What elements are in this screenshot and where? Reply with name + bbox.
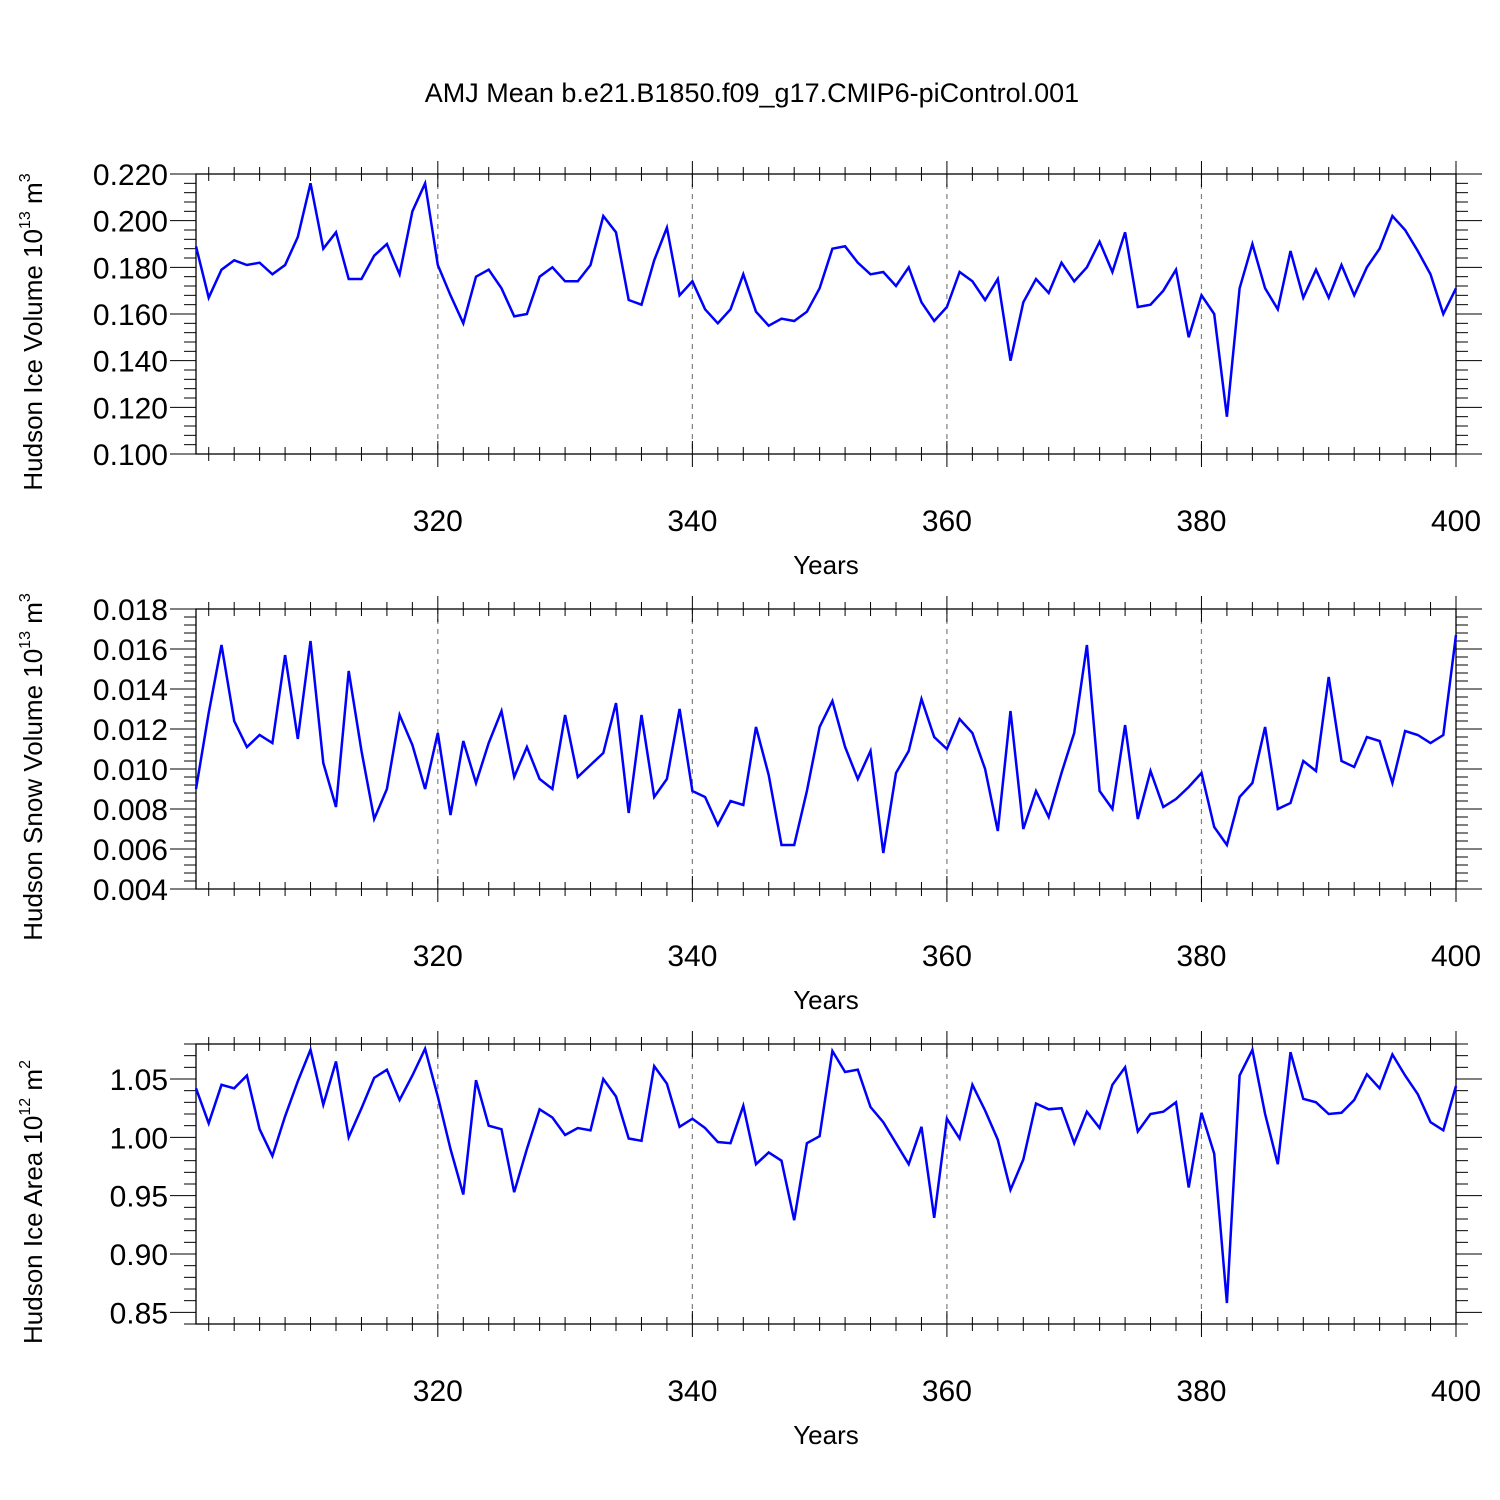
x-tick-label: 360 — [922, 505, 972, 538]
y-tick-label: 0.014 — [93, 674, 168, 707]
y-tick-label: 0.180 — [93, 252, 168, 285]
panel-snow-volume: 0.004 0.006 0.008 0.010 0.012 0.014 0.016 0.018… — [17, 593, 1482, 1015]
x-tick-label: 320 — [413, 505, 463, 538]
series-line-ice-area — [194, 1045, 1458, 1304]
x-tick-label: 360 — [922, 940, 972, 973]
panel-ice-volume: 0.100 0.120 0.140 0.160 0.180 0.200 0.220 320 34… — [17, 159, 1482, 580]
plot-frame — [195, 608, 1457, 890]
x-axis-label: Years — [793, 985, 859, 1015]
y-tick-label: 0.004 — [93, 874, 168, 907]
series-line-ice-volume — [194, 178, 1458, 417]
y-tick-label: 0.220 — [93, 159, 168, 192]
x-tick-label: 400 — [1431, 940, 1481, 973]
y-tick-label: 0.120 — [93, 392, 168, 425]
y-tick-label: 0.90 — [110, 1239, 168, 1272]
y-tick-label: 0.160 — [93, 299, 168, 332]
x-tick-label: 340 — [667, 505, 717, 538]
panels: 0.100 0.120 0.140 0.160 0.180 0.200 0.220 320 34… — [17, 159, 1482, 1450]
y-tick-label: 0.006 — [93, 834, 168, 867]
x-axis-label: Years — [793, 1420, 859, 1450]
x-tick-label: 400 — [1431, 1375, 1481, 1408]
y-tick-label: 0.010 — [93, 754, 168, 787]
y-axis-label: Hudson Ice Volume 1013 m3 — [17, 173, 48, 490]
figure-title: AMJ Mean b.e21.B1850.f09_g17.CMIP6-piCon… — [425, 78, 1079, 108]
y-tick-label: 0.95 — [110, 1181, 168, 1214]
y-tick-label: 0.140 — [93, 346, 168, 379]
series-line-snow-volume — [194, 634, 1458, 854]
x-tick-label: 380 — [1176, 505, 1226, 538]
x-tick-label: 360 — [922, 1375, 972, 1408]
x-tick-label: 320 — [413, 1375, 463, 1408]
x-tick-label: 380 — [1176, 1375, 1226, 1408]
y-tick-label: 0.008 — [93, 794, 168, 827]
y-tick-label: 0.016 — [93, 634, 168, 667]
y-tick-label: 0.200 — [93, 206, 168, 239]
y-tick-label: 1.00 — [110, 1122, 168, 1155]
y-tick-label: 0.85 — [110, 1297, 168, 1330]
panel-ice-area: 0.85 0.90 0.95 1.00 1.05 320 340 360 380 400 Years… — [17, 1031, 1482, 1450]
y-tick-label: 0.100 — [93, 439, 168, 472]
y-axis-label: Hudson Snow Volume 1013 m3 — [17, 593, 48, 941]
plot-frame — [195, 173, 1457, 455]
y-axis-label: Hudson Ice Area 1012 m2 — [17, 1060, 48, 1344]
x-tick-label: 400 — [1431, 505, 1481, 538]
y-tick-label: 0.018 — [93, 594, 168, 627]
x-tick-label: 340 — [667, 940, 717, 973]
y-tick-label: 1.05 — [110, 1064, 168, 1097]
x-tick-label: 340 — [667, 1375, 717, 1408]
plot-frame — [195, 1043, 1457, 1325]
x-tick-label: 380 — [1176, 940, 1226, 973]
x-axis-label: Years — [793, 550, 859, 580]
x-tick-label: 320 — [413, 940, 463, 973]
y-tick-label: 0.012 — [93, 714, 168, 747]
